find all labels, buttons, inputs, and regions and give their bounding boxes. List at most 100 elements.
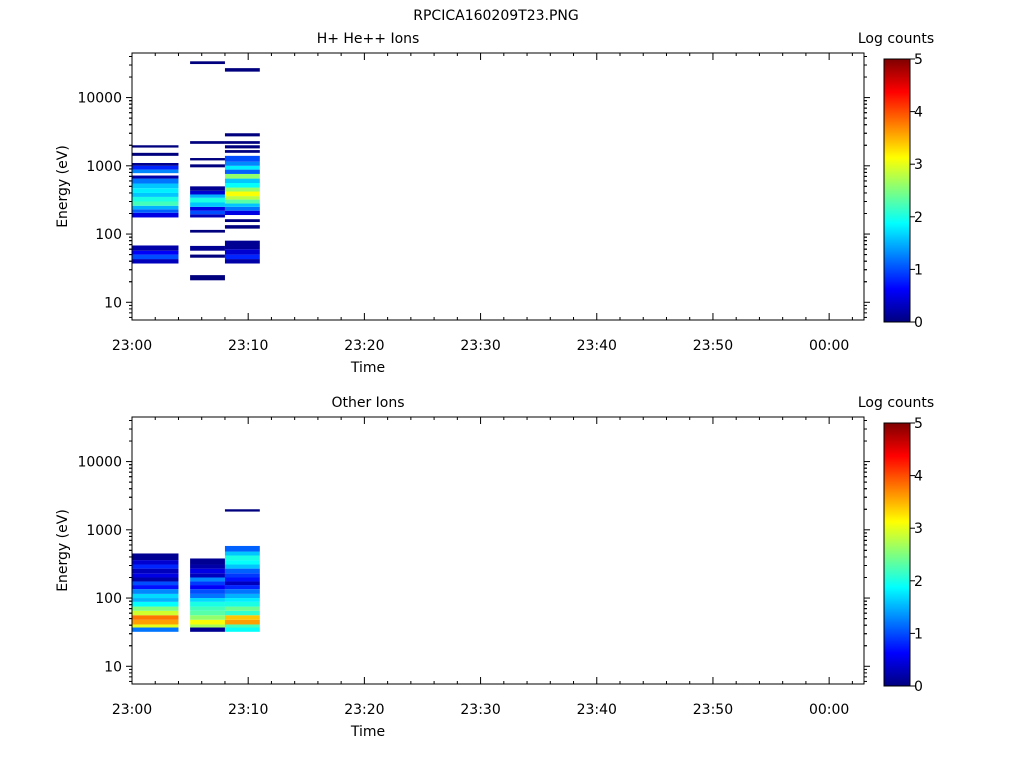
spectrogram-cell [224,624,260,628]
spectrogram-cell [132,598,179,602]
spectrogram-cell [132,178,179,184]
spectrogram-cell [132,169,179,174]
spectrogram-cell [224,564,260,569]
spectrogram-cell [132,627,179,632]
colorbar-gradient [883,58,911,323]
spectrogram-cell [190,585,225,590]
spectrogram-cell [224,249,260,255]
spectrogram-cell [190,601,225,607]
spectrogram-cell [224,178,260,183]
x-tick-label: 23:20 [344,702,384,718]
spectrogram-cell [132,254,179,260]
x-tick-label: 00:00 [809,338,849,354]
spectrogram-cell [132,573,179,578]
spectrogram-cell [224,225,260,229]
spectrogram-cell [224,182,260,188]
spectrogram-cell [132,560,179,565]
spectrogram-cell [132,152,179,156]
spectrogram-cell [224,581,260,586]
spectrogram-cell [132,568,179,574]
spectrogram-cell [132,245,179,251]
x-tick-label: 23:20 [344,338,384,354]
panel-h-he-ions: 23:00 23:10 23:20 23:30 23:40 23:50 00:0010100… [55,31,934,376]
x-tick-label: 23:40 [577,702,617,718]
spectrogram-cell [224,560,260,565]
spectrogram-cell [224,155,260,162]
spectrogram-cell [224,545,260,552]
spectrogram-cell [224,568,260,574]
spectrogram-cell [224,68,260,72]
x-tick-label: 23:30 [460,702,500,718]
colorbar-tick-label: 4 [914,105,923,121]
spectrogram-cell [224,145,260,149]
spectrogram-cell [132,615,179,620]
colorbar-tick-label: 2 [914,574,923,590]
spectrogram-cell [132,212,179,218]
spectrogram-cell [224,601,260,607]
spectrogram-cell [224,593,260,599]
spectrogram-cell [132,593,179,599]
spectrogram-cell [132,165,179,170]
spectrogram-cell [224,573,260,578]
spectrogram-cell [190,275,225,281]
spectrogram-cell [132,162,179,166]
spectrogram-cell [132,585,179,590]
x-tick-label: 23:30 [460,338,500,354]
spectrogram-cell [224,210,260,216]
spectrogram-cell [224,133,260,137]
spectrogram-cell [190,610,225,616]
y-tick-label: 1000 [86,523,122,539]
figure-title: RPCICA160209T23.PNG [413,8,578,24]
colorbar-tick-label: 3 [914,521,923,537]
colorbar-tick-label: 2 [914,210,923,226]
spectrogram-cell [224,141,260,144]
panel-other-ions: 23:00 23:10 23:20 23:30 23:40 23:50 00:0010100… [55,395,934,740]
x-tick-label: 23:10 [228,338,268,354]
spectrogram-cell [132,205,179,210]
spectrogram-cell [190,615,225,620]
spectrogram-cell [190,141,225,144]
spectrogram-cell [190,194,225,198]
spectrogram-cell [190,593,225,599]
y-tick-label: 10 [104,659,122,675]
x-axis-label: Time [350,360,385,376]
spectrogram-cells [132,509,260,632]
spectrogram-cell [190,598,225,602]
y-tick-label: 100 [95,227,122,243]
colorbar-tick-label: 0 [914,679,923,695]
y-tick-label: 100 [95,591,122,607]
spectrogram-cell [190,197,225,203]
spectrogram-cell [224,169,260,174]
spectrogram-cell [132,188,179,193]
y-axis-label: Energy (eV) [55,509,71,592]
spectrogram-cell [190,577,225,582]
y-tick-label: 10000 [77,455,122,471]
spectrogram-cell [224,219,260,223]
spectrogram-cell [132,259,179,264]
y-axis-label: Energy (eV) [55,145,71,228]
colorbar: 0 1 2 3 4 5 Log counts [858,395,934,695]
spectrogram-cell [224,577,260,582]
spectrogram-cell [224,259,260,264]
spectrogram-cell [224,619,260,625]
spectrogram-cell [190,624,225,628]
colorbar-gradient [883,422,911,687]
x-tick-label: 23:40 [577,338,617,354]
spectrogram-cell [224,203,260,207]
spectrogram-cell [224,199,260,204]
spectrogram-cell [224,509,260,512]
spectrogram-cell [190,158,225,161]
spectrogram-cell [190,164,225,168]
x-tick-label: 23:00 [112,338,152,354]
spectrogram-cell [224,585,260,590]
x-tick-label: 23:50 [693,702,733,718]
colorbar-tick-label: 3 [914,157,923,173]
spectrogram-cell [224,555,260,561]
spectrogram-cell [224,161,260,166]
spectrogram-cell [190,229,225,233]
spectrogram-cell [224,206,260,211]
spectrogram-cell [132,589,179,594]
spectrogram-cell [132,610,179,616]
spectrogram-cell [190,568,225,574]
